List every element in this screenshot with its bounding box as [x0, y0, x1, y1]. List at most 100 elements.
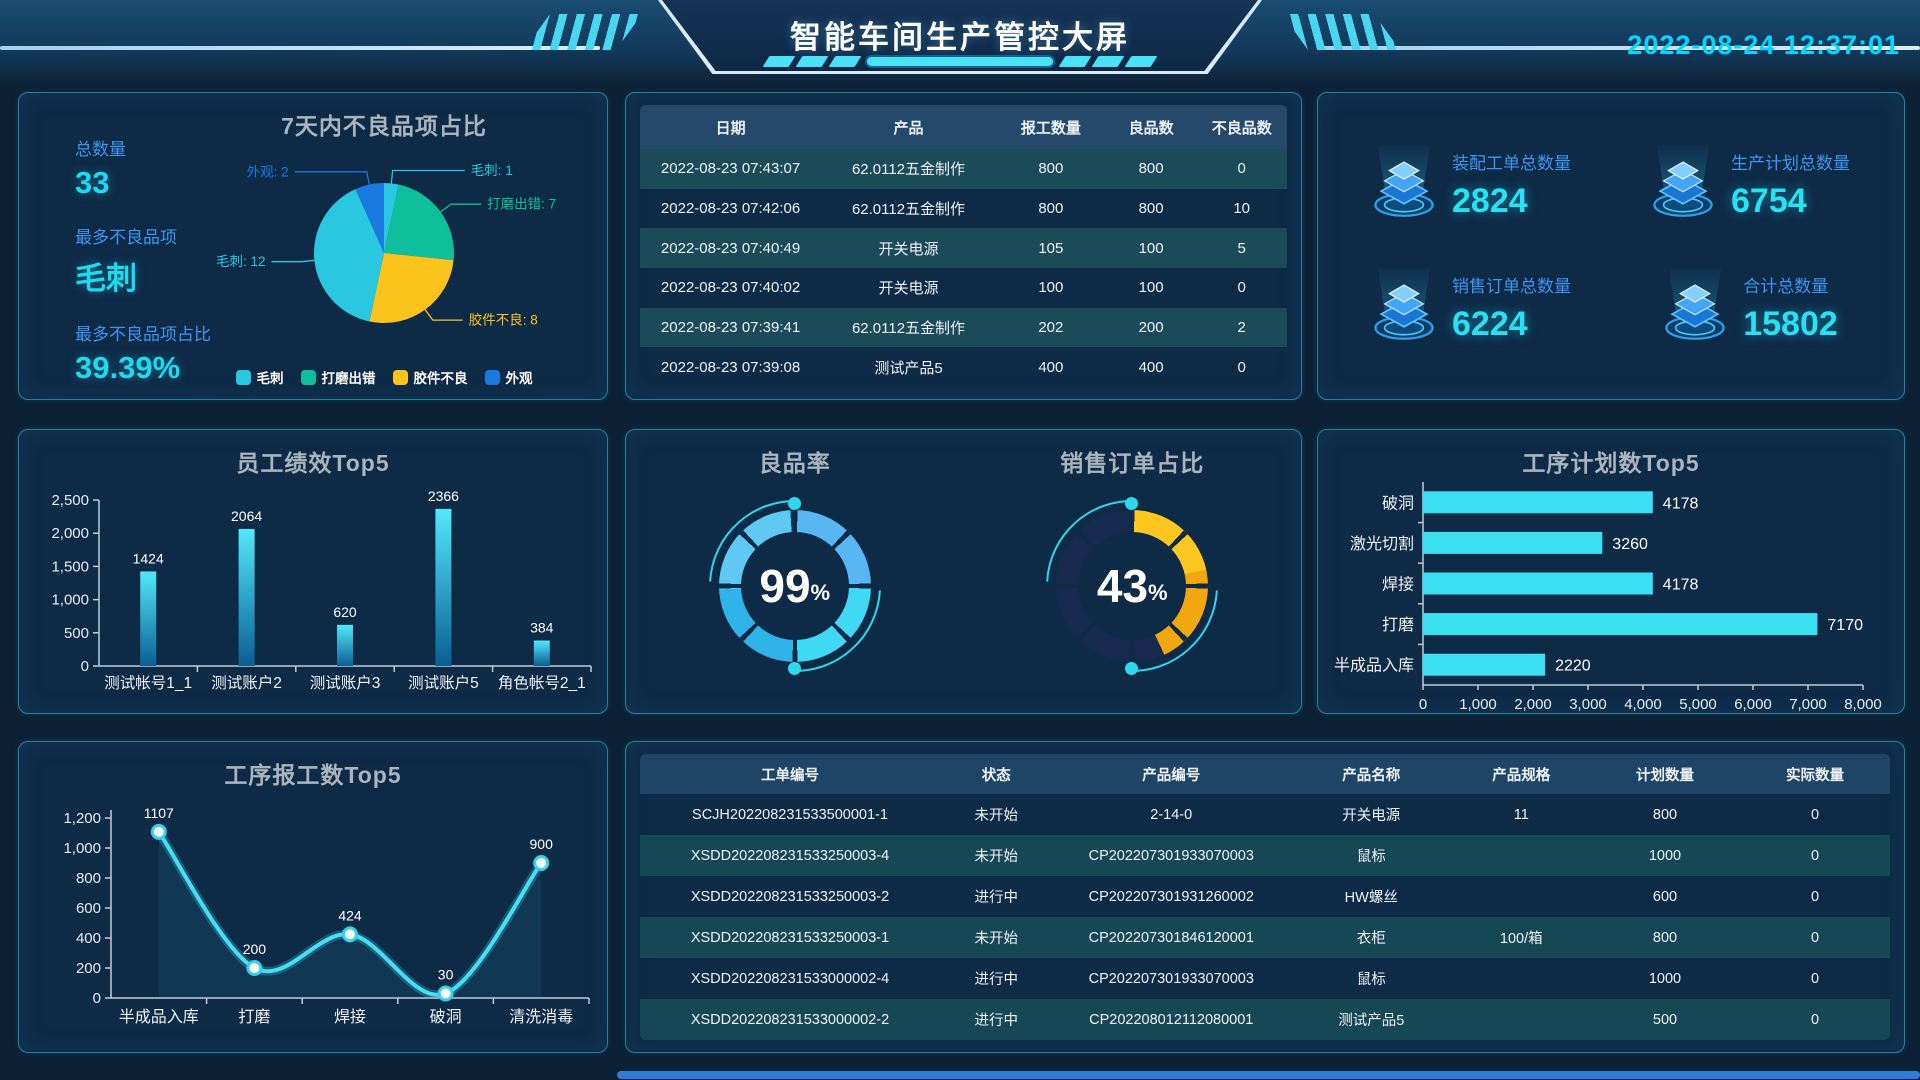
- panel-process-report: 工序报工数Top5 0 200 400 600 800 1,000 1,200 1107 半成品…: [18, 741, 608, 1053]
- y-category-label: 打磨: [1382, 616, 1414, 634]
- layers-icon: [1665, 268, 1725, 340]
- bar-value-label: 2220: [1555, 658, 1591, 675]
- table-cell: 进行中: [974, 972, 1019, 988]
- table-cell: 105: [1038, 239, 1064, 257]
- table-cell: 100: [1138, 239, 1164, 257]
- page-title: 智能车间生产管控大屏: [790, 20, 1130, 55]
- process-report-title: 工序报工数Top5: [224, 762, 402, 788]
- kpi-label: 最多不良品项: [75, 228, 177, 247]
- gauge-dot-icon: [787, 662, 801, 675]
- bar: [1423, 653, 1546, 676]
- bar-value-label: 3260: [1612, 536, 1648, 553]
- x-category-label: 打磨: [238, 1008, 270, 1026]
- y-category-label: 焊接: [1382, 576, 1414, 594]
- table-cell: 1000: [1648, 970, 1682, 987]
- x-tick-label: 8,000: [1844, 696, 1882, 713]
- table-cell: 5: [1237, 239, 1246, 257]
- y-tick-label: 1,500: [51, 558, 89, 575]
- x-category-label: 测试账户2: [211, 674, 282, 692]
- table-row: XSDD202208231533250003-2 进行中 CP20220730193…: [640, 876, 1890, 917]
- x-category-label: 清洗消毒: [509, 1008, 573, 1026]
- stat-card-value: 6754: [1731, 181, 1807, 220]
- table-row: XSDD202208231533250003-4 未开始 CP20220730193…: [640, 835, 1890, 876]
- y-tick-label: 2,000: [51, 525, 89, 542]
- horizontal-scrollbar[interactable]: [617, 1071, 1920, 1079]
- performance-title: 员工绩效Top5: [236, 450, 390, 476]
- legend-item-2[interactable]: 打磨出错: [300, 367, 376, 387]
- x-tick-label: 6,000: [1734, 696, 1772, 713]
- table-cell: XSDD202208231533000002-4: [690, 970, 890, 987]
- table-cell: 2022-08-23 07:40:49: [660, 239, 801, 257]
- x-tick-label: 7,000: [1789, 696, 1827, 713]
- panel-totals: 装配工单总数量 2824 生产计划总数量 6754 销售订单总数量 6224 合计总数量 15…: [1317, 92, 1905, 400]
- work-order-table: 工单编号 状态 产品编号 产品名称 产品规格 计划数量 实际数量 SCJH2022082315…: [640, 754, 1890, 1040]
- stat-card-text: 合计总数量 15802: [1743, 272, 1838, 344]
- column-header: 工单编号: [761, 767, 819, 784]
- gauge-title: 良品率: [758, 450, 831, 476]
- table-cell: HW螺丝: [1344, 890, 1398, 906]
- bar-value-label: 620: [333, 604, 357, 620]
- pie-label-line: [271, 259, 315, 263]
- x-category-label: 破洞: [430, 1008, 462, 1026]
- performance-bar-chart: 0 500 1,000 1,500 2,000 2,500 1424 测试帐号1_1 2064 测…: [51, 488, 592, 692]
- column-header: 产品名称: [1342, 767, 1401, 784]
- y-category-label: 破洞: [1382, 494, 1414, 512]
- report-table: 日期 产品 报工数量 良品数 不良品数 2022-08-23 07:43:07 62.011…: [640, 105, 1287, 387]
- y-tick-label: 200: [76, 960, 101, 977]
- table-cell: 2022-08-23 07:39:41: [660, 319, 801, 337]
- y-category-label: 半成品入库: [1334, 657, 1414, 675]
- x-tick-label: 5,000: [1679, 696, 1717, 713]
- table-cell: 500: [1652, 1011, 1678, 1028]
- table-cell: 2022-08-23 07:43:07: [660, 160, 801, 178]
- pie-label: 毛刺: 12: [216, 254, 266, 269]
- table-cell: CP202207301931260002: [1088, 888, 1254, 905]
- point-value-label: 200: [243, 941, 267, 957]
- bar: [435, 508, 452, 666]
- x-category-label: 测试账户3: [310, 674, 381, 692]
- stat-card-value: 6224: [1452, 304, 1528, 343]
- bar-value-label: 384: [530, 620, 554, 636]
- legend-item-1[interactable]: 毛刺: [235, 367, 284, 387]
- point-value-label: 900: [530, 836, 554, 852]
- table-cell: 1000: [1648, 847, 1682, 864]
- legend-swatch-icon: [392, 369, 408, 385]
- process-plan-bar-chart: 4178 破洞 3260 激光切割 4178 焊接 7170 打磨 2220 半成品入库 0 1,00…: [1334, 482, 1882, 713]
- y-tick-label: 0: [93, 990, 101, 1007]
- stat-card-value: 15802: [1743, 304, 1838, 343]
- column-header: 报工数量: [1020, 119, 1081, 137]
- header-divider-right: [1320, 46, 1920, 50]
- panel-defect-ratio: 7天内不良品项占比 总数量 33 最多不良品项 毛刺 最多不良品项占比 39.3…: [18, 92, 608, 400]
- kpi-label: 总数量: [75, 140, 126, 159]
- stat-card-label: 装配工单总数量: [1452, 153, 1571, 173]
- table-cell: 鼠标: [1356, 849, 1386, 865]
- pie-label: 毛刺: 1: [471, 163, 513, 178]
- panel-gauges: 良品率 99 % 销售订单占比: [625, 429, 1302, 714]
- work-order-table-header: 工单编号 状态 产品编号 产品名称 产品规格 计划数量 实际数量: [640, 754, 1890, 794]
- panel-process-plan: 工序计划数Top5 4178 破洞 3260 激光切割 4178 焊接 7170 打磨 2220…: [1317, 429, 1905, 714]
- legend-item-3[interactable]: 胶件不良: [392, 367, 468, 387]
- pie-slice: [355, 183, 384, 253]
- data-point: [437, 985, 454, 1002]
- column-header: 实际数量: [1786, 767, 1844, 784]
- table-cell: 衣柜: [1356, 931, 1386, 947]
- defect-kpis: 总数量 33 最多不良品项 毛刺 最多不良品项占比 39.39%: [75, 135, 211, 386]
- pie-slice: [384, 182, 399, 253]
- stat-card-1: 装配工单总数量 2824: [1332, 123, 1611, 246]
- table-cell: 测试产品5: [874, 359, 943, 377]
- y-tick-label: 500: [64, 625, 89, 642]
- table-cell: 0: [1237, 358, 1246, 376]
- data-point: [150, 823, 167, 840]
- line-area: [158, 831, 542, 998]
- gauge-col-sales-ratio: 销售订单占比 43 %: [964, 430, 1302, 713]
- legend-swatch-icon: [484, 369, 500, 385]
- gauge-value: 99 %: [719, 510, 871, 662]
- kpi-value: 毛刺: [75, 261, 137, 296]
- layers-icon: [1374, 145, 1434, 217]
- table-row: 2022-08-23 07:39:08 测试产品5 400 400 0: [640, 347, 1287, 387]
- legend-item-4[interactable]: 外观: [484, 367, 533, 387]
- bar-value-label: 7170: [1827, 617, 1863, 634]
- table-cell: 10: [1233, 200, 1251, 217]
- table-cell: CP202207301933070003: [1088, 847, 1254, 864]
- x-category-label: 角色帐号2_1: [498, 674, 586, 692]
- table-cell: 202: [1038, 319, 1064, 337]
